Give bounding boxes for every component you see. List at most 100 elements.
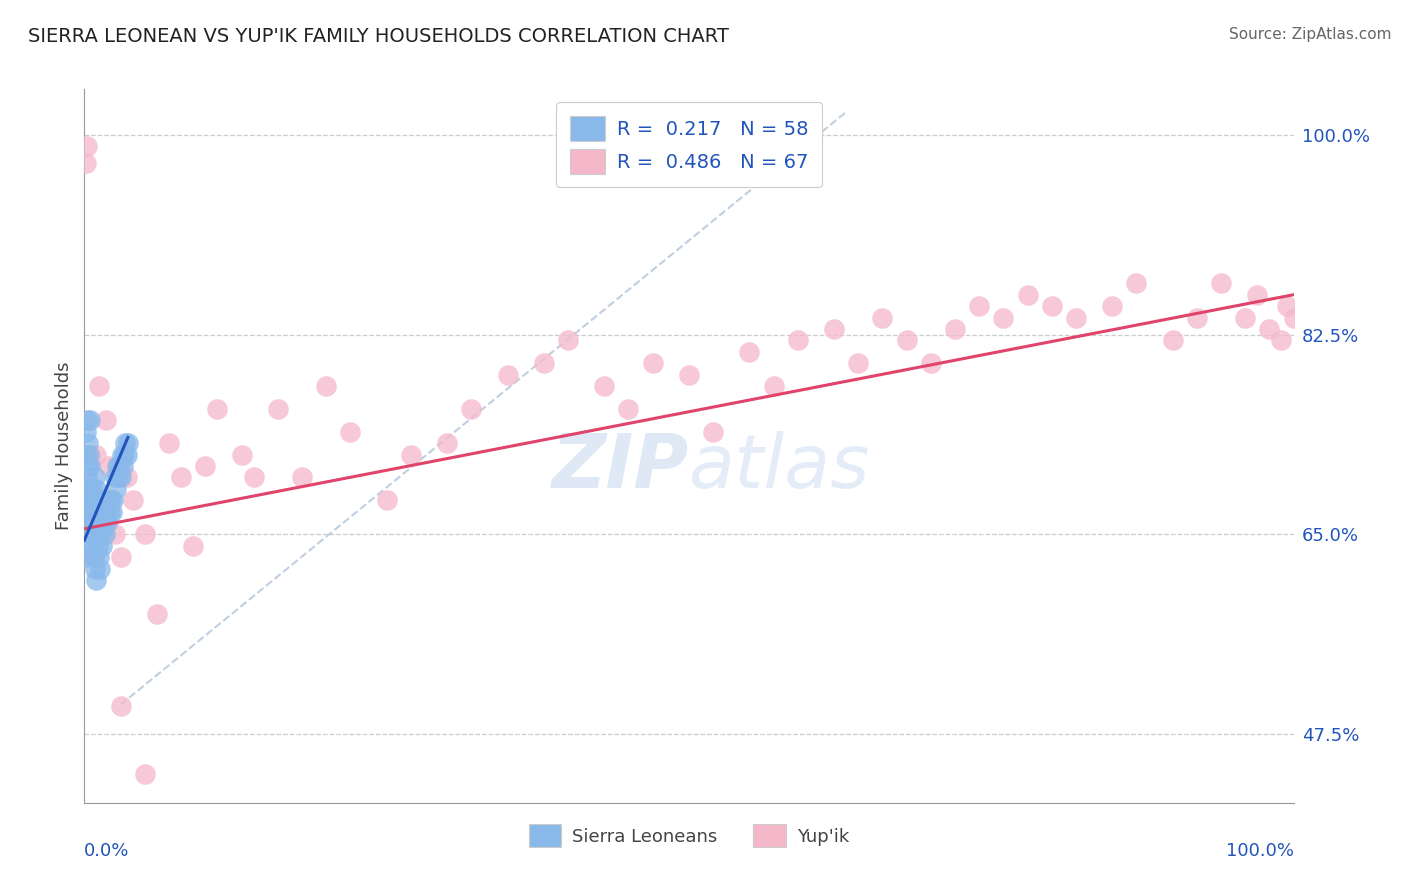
Point bbox=[1234, 310, 1257, 325]
Point bbox=[1209, 277, 1232, 291]
Point bbox=[93, 516, 115, 530]
Point bbox=[399, 448, 422, 462]
Point bbox=[170, 470, 193, 484]
Point bbox=[86, 539, 108, 553]
Point bbox=[104, 527, 127, 541]
Point bbox=[1161, 334, 1184, 348]
Point bbox=[90, 527, 112, 541]
Point bbox=[967, 299, 990, 313]
Point bbox=[112, 458, 135, 473]
Point bbox=[242, 470, 264, 484]
Point bbox=[86, 527, 108, 541]
Text: 0.0%: 0.0% bbox=[84, 842, 129, 860]
Point bbox=[87, 550, 110, 565]
Text: ZIP: ZIP bbox=[551, 431, 689, 504]
Point bbox=[86, 482, 108, 496]
Point bbox=[194, 458, 217, 473]
Point bbox=[84, 516, 107, 530]
Point bbox=[1185, 310, 1208, 325]
Text: 100.0%: 100.0% bbox=[1226, 842, 1294, 860]
Point bbox=[77, 493, 100, 508]
Point bbox=[943, 322, 966, 336]
Point bbox=[823, 322, 845, 336]
Y-axis label: Family Households: Family Households bbox=[55, 362, 73, 530]
Point bbox=[1246, 287, 1268, 301]
Point bbox=[76, 470, 98, 484]
Point bbox=[557, 334, 579, 348]
Point bbox=[1101, 299, 1123, 313]
Point bbox=[339, 425, 361, 439]
Point bbox=[267, 401, 290, 416]
Point bbox=[1270, 334, 1292, 348]
Point bbox=[82, 493, 104, 508]
Point bbox=[91, 493, 114, 508]
Point bbox=[121, 493, 143, 508]
Point bbox=[75, 448, 97, 462]
Point bbox=[101, 505, 124, 519]
Point bbox=[77, 493, 100, 508]
Point bbox=[96, 516, 118, 530]
Point bbox=[291, 470, 314, 484]
Point bbox=[1040, 299, 1063, 313]
Point bbox=[79, 505, 101, 519]
Point bbox=[97, 493, 120, 508]
Point bbox=[920, 356, 942, 370]
Point bbox=[82, 539, 104, 553]
Point bbox=[77, 482, 100, 496]
Point bbox=[111, 448, 134, 462]
Point bbox=[738, 344, 761, 359]
Point bbox=[84, 562, 107, 576]
Point bbox=[593, 379, 616, 393]
Point bbox=[993, 310, 1015, 325]
Point bbox=[83, 505, 105, 519]
Point bbox=[89, 516, 111, 530]
Point bbox=[115, 470, 138, 484]
Point bbox=[79, 458, 101, 473]
Point bbox=[110, 550, 132, 565]
Text: Source: ZipAtlas.com: Source: ZipAtlas.com bbox=[1229, 27, 1392, 42]
Point bbox=[75, 156, 97, 170]
Point bbox=[87, 379, 110, 393]
Legend: Sierra Leoneans, Yup'ik: Sierra Leoneans, Yup'ik bbox=[522, 817, 856, 855]
Point bbox=[76, 516, 98, 530]
Point bbox=[104, 482, 127, 496]
Point bbox=[94, 505, 117, 519]
Point bbox=[702, 425, 724, 439]
Point bbox=[157, 436, 180, 450]
Point bbox=[762, 379, 785, 393]
Point bbox=[231, 448, 253, 462]
Point bbox=[1064, 310, 1087, 325]
Point bbox=[91, 539, 114, 553]
Point bbox=[872, 310, 894, 325]
Point bbox=[617, 401, 640, 416]
Point bbox=[86, 493, 108, 508]
Point bbox=[98, 505, 121, 519]
Point bbox=[77, 458, 100, 473]
Point bbox=[1258, 322, 1281, 336]
Point bbox=[786, 334, 808, 348]
Point bbox=[83, 550, 105, 565]
Point bbox=[678, 368, 700, 382]
Point bbox=[86, 448, 108, 462]
Point bbox=[76, 139, 98, 153]
Point bbox=[79, 448, 101, 462]
Point bbox=[436, 436, 458, 450]
Point bbox=[1017, 287, 1039, 301]
Point bbox=[1125, 277, 1147, 291]
Point bbox=[94, 527, 117, 541]
Point bbox=[207, 401, 229, 416]
Point bbox=[181, 539, 204, 553]
Point bbox=[80, 527, 103, 541]
Text: atlas: atlas bbox=[689, 432, 870, 503]
Point bbox=[94, 413, 117, 427]
Point bbox=[103, 493, 125, 508]
Point bbox=[87, 505, 110, 519]
Point bbox=[110, 698, 132, 713]
Point bbox=[77, 436, 100, 450]
Point bbox=[1282, 310, 1305, 325]
Point bbox=[79, 413, 101, 427]
Point bbox=[110, 470, 132, 484]
Point bbox=[146, 607, 169, 622]
Point bbox=[108, 458, 131, 473]
Point bbox=[77, 539, 100, 553]
